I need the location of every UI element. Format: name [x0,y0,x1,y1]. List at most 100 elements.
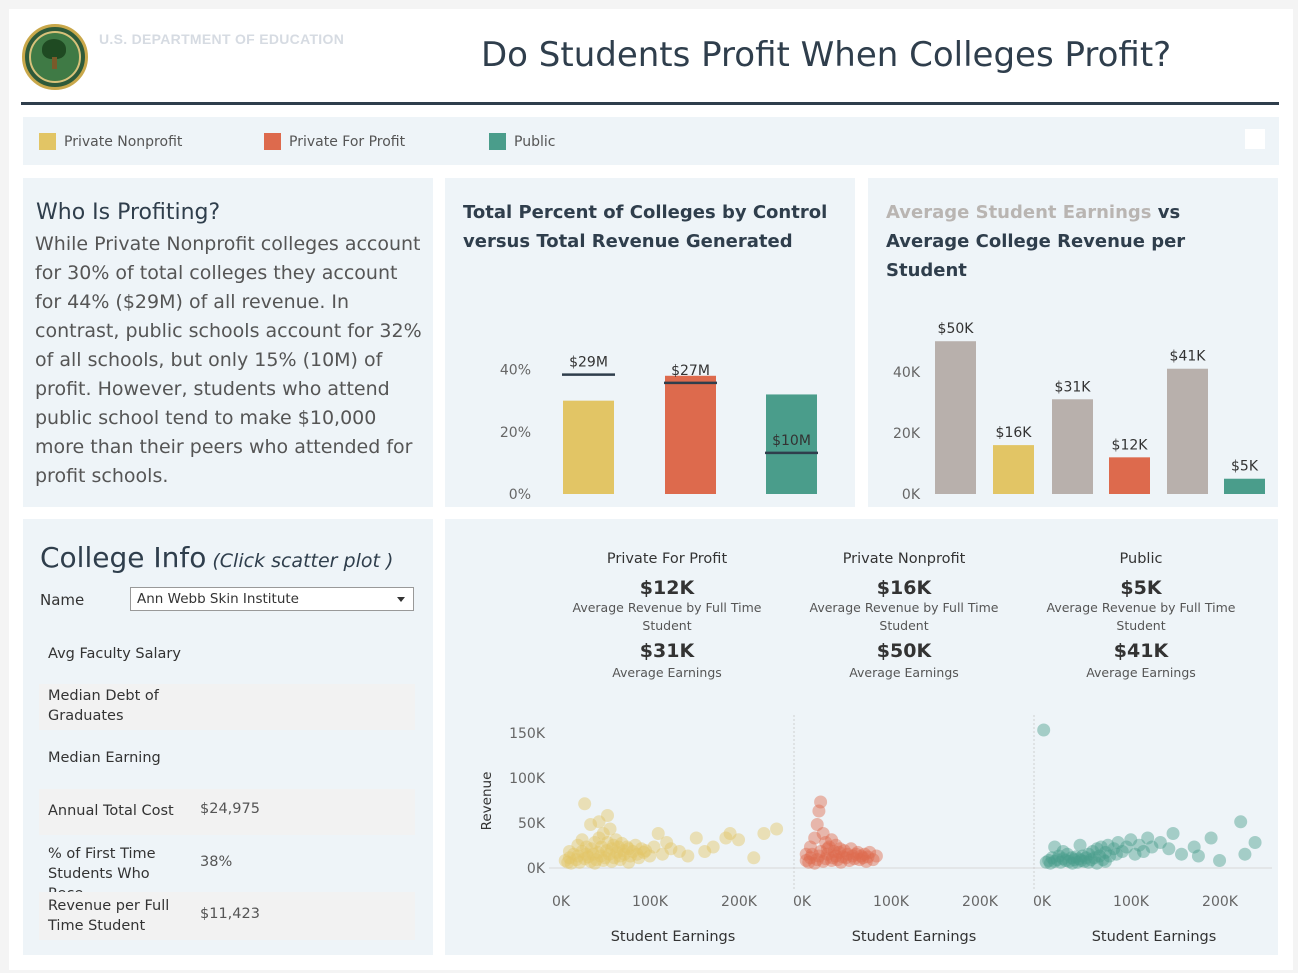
x-tick-label: 0K [1033,894,1052,910]
scatter-point [719,831,733,845]
scatter-point [1124,833,1138,847]
bar [993,445,1034,494]
y-tick-label: 0% [509,487,531,503]
scatter-point [844,842,858,856]
scatter-point [1082,855,1096,869]
scatter-point [1073,838,1087,852]
stats-revenue: $12K [639,577,695,599]
info-row-value: 38% [200,854,233,870]
scatter-point [606,838,620,852]
scatter-point [584,854,598,868]
scatter-point [859,854,873,868]
info-row-median-debt: Median Debt of Graduates [39,684,415,730]
bar [1167,368,1208,494]
y-tick-label: 50K [518,816,546,832]
color-legend: Private Nonprofit Private For Profit Pub… [23,117,1279,165]
college-name-value: Ann Webb Skin Institute [137,591,299,607]
bar-value-label: $12K [1112,437,1149,453]
stats-name: Private For Profit [606,551,728,567]
scatter-point [856,851,870,865]
bar-value-label: $5K [1231,459,1259,475]
info-row-revenue-per-student: Revenue per Full Time Student $11,423 [39,892,415,940]
x-axis-label: Student Earnings [852,929,977,945]
scatter-point [854,849,868,863]
scatter-point [579,847,593,861]
scatter-point [622,842,636,856]
scatter-point [808,831,822,845]
scatter-point [615,836,629,850]
scatter-point [1045,851,1059,865]
scatter-point [1238,847,1252,861]
scatter-point [586,847,600,861]
scatter-point [664,842,678,856]
scatter-point [578,797,592,811]
percent-revenue-chart-panel: Total Percent of Colleges by Control ver… [445,178,855,507]
scatter-point [598,851,612,865]
college-name-select[interactable]: Ann Webb Skin Institute [130,587,414,611]
college-info-hint: (Click scatter plot ) [212,550,394,572]
scatter-point [849,847,863,861]
scatter-point [590,853,604,867]
legend-label: Private For Profit [289,133,406,150]
scatter-point [732,833,746,847]
scatter-point [816,854,830,868]
legend-toggle-box[interactable] [1245,129,1265,149]
scatter-point [571,849,585,863]
scatter-point [834,855,848,869]
scatter-point [810,818,824,831]
scatter-point [1062,854,1076,868]
legend-item-private-nonprofit[interactable]: Private Nonprofit [39,133,182,150]
scatter-point [634,842,648,856]
scatter-point [569,853,583,867]
scatter-point [643,849,657,863]
scatter-point [1120,840,1134,854]
scatter-point [802,855,816,869]
scatter-point [757,827,771,840]
college-info-panel: College Info (Click scatter plot ) Name A… [23,519,433,955]
scatter-point [863,845,877,859]
scatter-point [1145,840,1159,854]
scatter-point [600,844,614,858]
y-tick-label: 100K [509,771,546,787]
scatter-point [1056,852,1070,866]
bar-value-label: $50K [938,321,975,337]
scatter-point [1084,853,1098,867]
stats-earnings: $41K [1113,640,1169,662]
scatter-point [803,840,817,854]
legend-item-public[interactable]: Public [489,133,555,150]
scatter-point [1054,855,1068,869]
scatter-point [632,851,646,865]
scatter-point [564,856,578,870]
scatter-point [808,856,822,870]
stats-earnings: $50K [876,640,932,662]
scatter-point [620,840,634,854]
scatter-point [605,854,619,868]
legend-item-private-for-profit[interactable]: Private For Profit [264,133,405,150]
scatter-point [1087,851,1101,865]
scatter-point [1077,854,1091,868]
x-tick-label: 0K [552,894,571,910]
scatter-point [799,847,813,861]
scatter-point [814,795,828,809]
scatter-point [723,827,737,840]
scatter-point [561,855,575,869]
legend-swatch [264,133,281,150]
header-divider [21,102,1279,105]
scatter-point [1166,827,1180,840]
who-is-profiting-panel: Who Is Profiting? While Private Nonprofi… [23,178,433,507]
y-tick-label: 0K [527,861,546,877]
scatter-point [837,844,851,858]
scatter-point [575,845,589,858]
scatter-point [588,836,602,849]
scatter-point [623,849,637,863]
stats-earnings-label: Average Earnings [612,665,722,680]
chevron-down-icon[interactable] [397,597,405,602]
revenue-earnings-scatter-plot[interactable]: 0K 50K 100K 150K Revenue 0K 100K 200K Student Ea… [445,519,1278,955]
scatter-point [1094,840,1108,854]
scatter-point [799,854,813,867]
stats-revenue: $16K [876,577,932,599]
info-row-label: Annual Total Cost [48,803,174,819]
y-tick-label: 40% [500,363,531,379]
scatter-point [639,844,653,858]
info-row-label: Median Earning [48,750,161,766]
